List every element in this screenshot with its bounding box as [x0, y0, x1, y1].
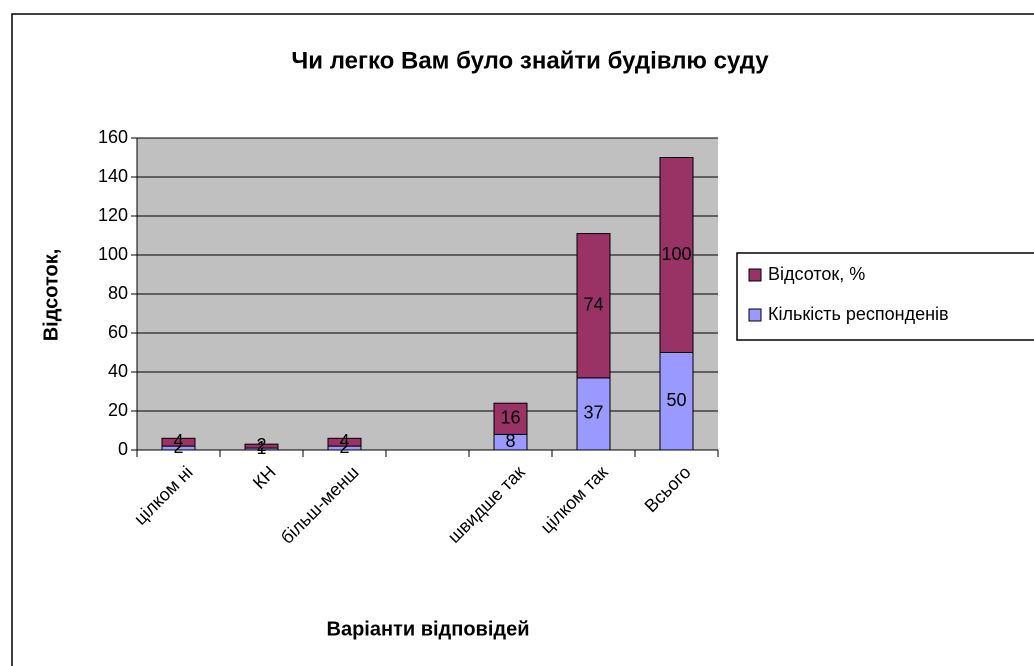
y-tick-label: 20 — [108, 400, 128, 420]
data-label: 16 — [500, 408, 520, 428]
bar-segment — [161, 437, 196, 447]
y-axis-label: Відсоток, — [40, 249, 62, 342]
bar-segment — [576, 233, 611, 379]
bar-segment — [576, 377, 611, 451]
legend-label: Кількість респонденів — [768, 304, 949, 324]
chart-title: Чи легко Вам було знайти будівлю суду — [291, 47, 769, 74]
x-axis-label: Варіанти відповідей — [327, 618, 530, 640]
bar-segment — [327, 437, 362, 447]
data-label: 2 — [256, 435, 266, 455]
legend-swatch — [748, 268, 762, 282]
legend-swatch — [748, 308, 762, 322]
bar-segment — [659, 352, 694, 451]
y-tick-label: 140 — [98, 166, 128, 186]
legend — [736, 252, 1034, 341]
data-label: 100 — [661, 244, 691, 264]
data-label: 37 — [583, 403, 603, 423]
legend-label: Відсоток, % — [768, 264, 865, 284]
y-tick-label: 160 — [98, 127, 128, 147]
bar-segment — [493, 402, 528, 435]
y-tick-label: 120 — [98, 205, 128, 225]
data-label: 2 — [339, 437, 349, 457]
data-label: 8 — [505, 431, 515, 451]
data-label: 4 — [339, 431, 349, 451]
y-tick-label: 100 — [98, 244, 128, 264]
bar-segment — [659, 157, 694, 353]
y-tick-label: 60 — [108, 322, 128, 342]
data-label: 2 — [173, 437, 183, 457]
y-tick-label: 0 — [118, 439, 128, 459]
y-tick-label: 80 — [108, 283, 128, 303]
data-label: 4 — [173, 431, 183, 451]
data-label: 50 — [666, 390, 686, 410]
bar-segment — [244, 443, 279, 449]
data-label: 74 — [583, 294, 603, 314]
y-tick-label: 40 — [108, 361, 128, 381]
